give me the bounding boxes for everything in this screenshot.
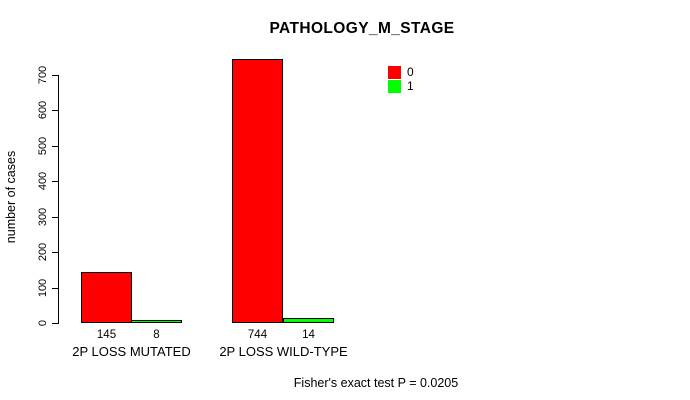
bar-value-label: 8 xyxy=(153,329,160,341)
y-tick-mark xyxy=(52,181,58,183)
y-tick-label: 400 xyxy=(37,172,49,191)
legend-swatch-icon xyxy=(388,79,401,93)
y-tick-label: 200 xyxy=(37,242,49,262)
stat-annotation: Fisher's exact test P = 0.0205 xyxy=(293,376,459,390)
y-tick-mark xyxy=(52,252,58,254)
y-tick-mark xyxy=(52,145,58,147)
bar-1-2p-loss-mutated xyxy=(131,320,182,323)
legend-swatch-icon xyxy=(388,65,401,79)
bar-1-2p-loss-wild-type xyxy=(283,318,334,323)
y-tick-mark xyxy=(52,323,58,324)
y-tick-label: 700 xyxy=(37,65,49,85)
y-tick-mark xyxy=(52,216,58,218)
y-axis-line xyxy=(58,75,59,324)
bar-value-label: 14 xyxy=(302,329,315,341)
y-tick-mark xyxy=(52,75,58,76)
legend-label: 1 xyxy=(407,78,414,93)
y-tick-label: 300 xyxy=(37,207,49,226)
category-label: 2P LOSS WILD-TYPE xyxy=(219,344,348,359)
legend-label: 0 xyxy=(407,64,414,79)
y-tick-label: 500 xyxy=(37,136,49,156)
category-label: 2P LOSS MUTATED xyxy=(72,344,191,359)
y-axis-label: number of cases xyxy=(4,150,18,244)
chart-title: PATHOLOGY_M_STAGE xyxy=(269,20,455,37)
legend-item-0: 0 xyxy=(388,65,414,79)
bar-value-label: 744 xyxy=(247,329,268,341)
y-tick-label: 100 xyxy=(37,278,49,297)
bar-value-label: 145 xyxy=(96,329,117,341)
bar-0-2p-loss-wild-type xyxy=(232,59,283,323)
bar-0-2p-loss-mutated xyxy=(81,272,132,323)
y-tick-mark xyxy=(52,110,58,112)
y-tick-label: 600 xyxy=(37,101,49,120)
legend-item-1: 1 xyxy=(388,79,414,93)
y-tick-label: 0 xyxy=(37,319,49,327)
y-tick-mark xyxy=(52,287,58,289)
